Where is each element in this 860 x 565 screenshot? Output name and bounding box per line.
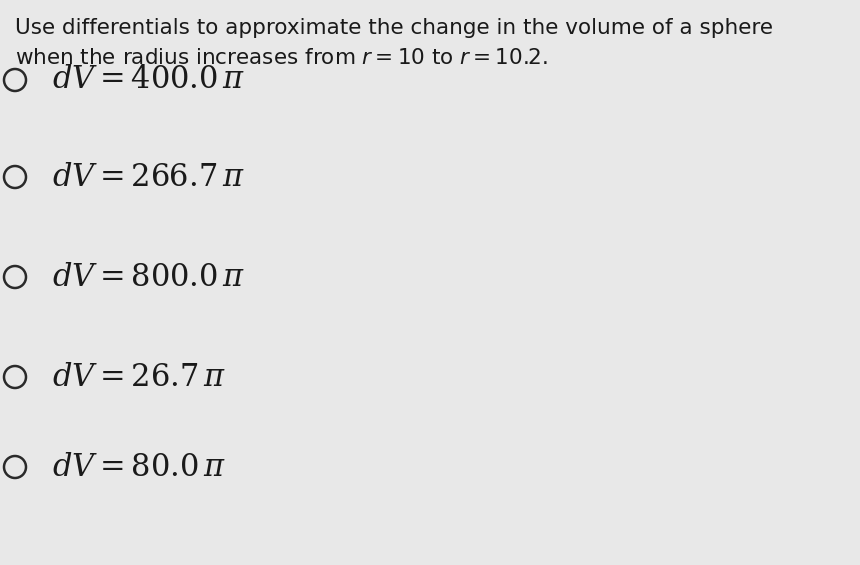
Text: $dV = 26.7\,\pi$: $dV = 26.7\,\pi$ — [52, 363, 226, 392]
Text: $dV = 266.7\,\pi$: $dV = 266.7\,\pi$ — [52, 163, 245, 192]
Text: $dV = 400.0\,\pi$: $dV = 400.0\,\pi$ — [52, 66, 245, 94]
Text: when the radius increases from $r = 10$ to $r = 10.2$.: when the radius increases from $r = 10$ … — [15, 48, 548, 68]
Text: Use differentials to approximate the change in the volume of a sphere: Use differentials to approximate the cha… — [15, 18, 773, 38]
Text: $dV = 80.0\,\pi$: $dV = 80.0\,\pi$ — [52, 453, 226, 481]
Text: $dV = 800.0\,\pi$: $dV = 800.0\,\pi$ — [52, 263, 245, 292]
